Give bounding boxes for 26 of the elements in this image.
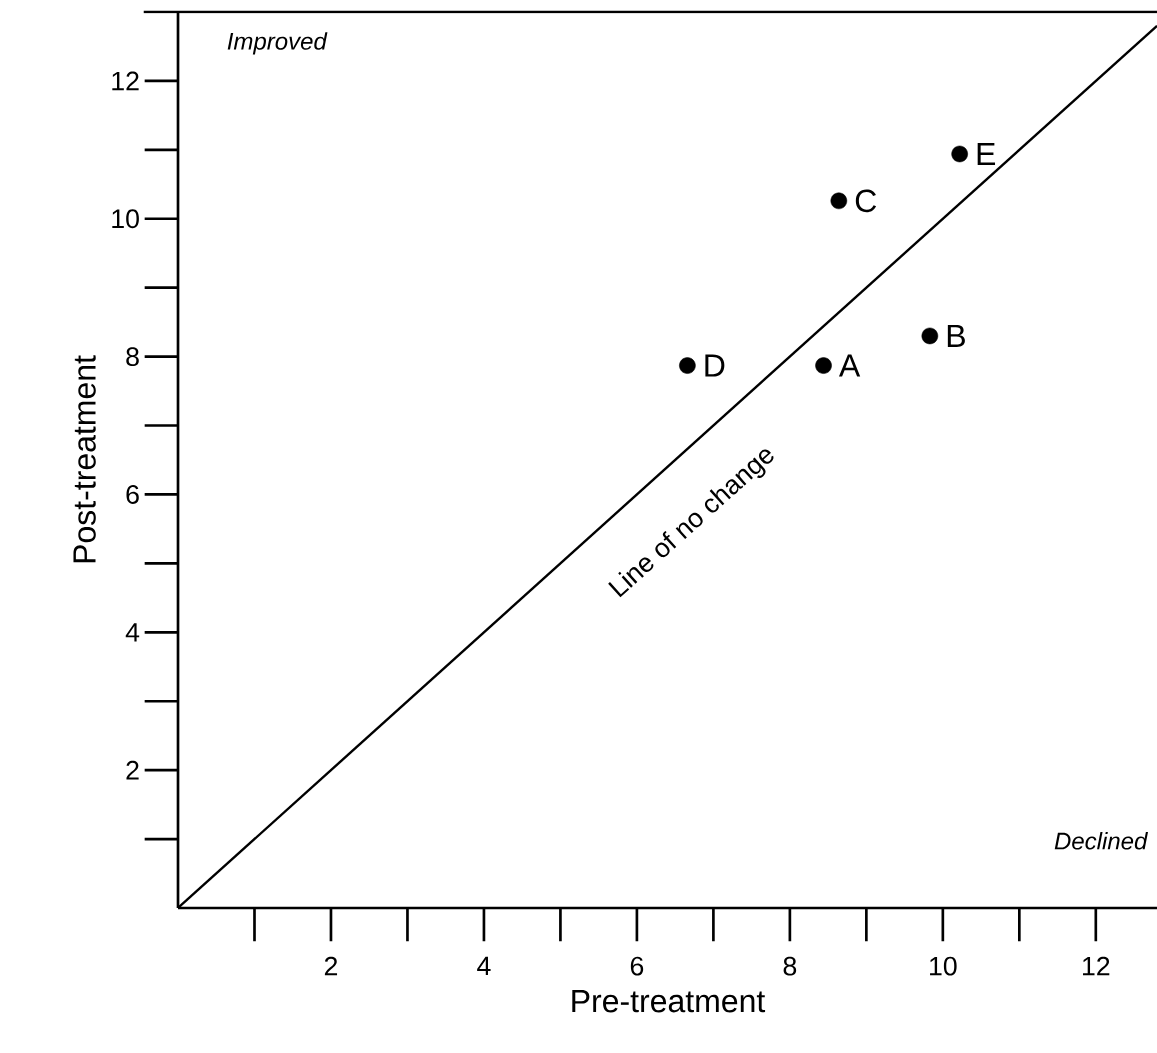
point xyxy=(921,327,939,345)
annotation: Declined xyxy=(1054,831,1149,850)
point xyxy=(815,357,832,374)
x-tick-label: 12 xyxy=(1083,956,1110,976)
y-axis-title: Post-treatment xyxy=(73,355,96,563)
y-tick-label: 8 xyxy=(126,347,139,367)
y-tick-label: 4 xyxy=(125,623,140,642)
x-tick-label: 6 xyxy=(630,956,644,976)
series-label: A xyxy=(838,354,861,377)
series-label: E xyxy=(977,142,996,165)
x-tick-label: 10 xyxy=(930,956,957,976)
x-tick-label: 2 xyxy=(324,956,338,976)
series-label: C xyxy=(855,189,877,213)
y-tick-label: 2 xyxy=(126,760,139,780)
x-axis-title: Pre-treatment xyxy=(572,990,766,1013)
annotation: Improved xyxy=(227,32,328,55)
point xyxy=(679,357,696,374)
y-tick-label: 10 xyxy=(112,209,139,229)
x-tick-label: 4 xyxy=(477,956,491,976)
point xyxy=(951,145,968,163)
y-tick-label: 12 xyxy=(112,71,139,91)
y-tick-label: 6 xyxy=(126,485,139,504)
x-tick-label: 8 xyxy=(783,956,797,976)
series-label: B xyxy=(947,324,965,347)
point xyxy=(830,192,848,210)
series-label: D xyxy=(705,354,725,377)
